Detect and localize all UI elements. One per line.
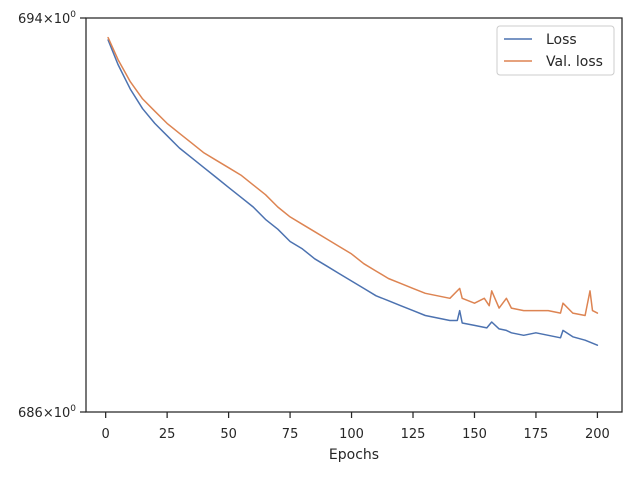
x-axis-ticks: 0 25 50 75 100 125 150 175 200 [102,412,610,442]
x-tick-label: 125 [401,427,426,442]
series-line-0 [107,39,599,346]
legend: Loss Val. loss [496,25,615,76]
x-tick-label: 150 [462,427,487,442]
y-axis-ticks: 686×100 694×100 [18,10,86,421]
y-tick-label: 694×100 [18,10,76,27]
x-tick-label: 175 [524,427,549,442]
x-tick-label: 75 [282,427,299,442]
x-axis-title: Epochs [329,447,379,463]
y-tick-label: 686×100 [18,404,76,421]
series-lines [107,36,599,346]
x-tick-label: 25 [159,427,176,442]
series-line-1 [107,36,599,317]
legend-label: Loss [546,32,577,48]
x-tick-label: 0 [102,427,110,442]
plot-frame [85,17,623,413]
plot-area [86,18,622,412]
legend-label: Val. loss [546,54,603,70]
x-tick-label: 100 [339,427,364,442]
x-tick-label: 200 [585,427,610,442]
x-tick-label: 50 [220,427,237,442]
